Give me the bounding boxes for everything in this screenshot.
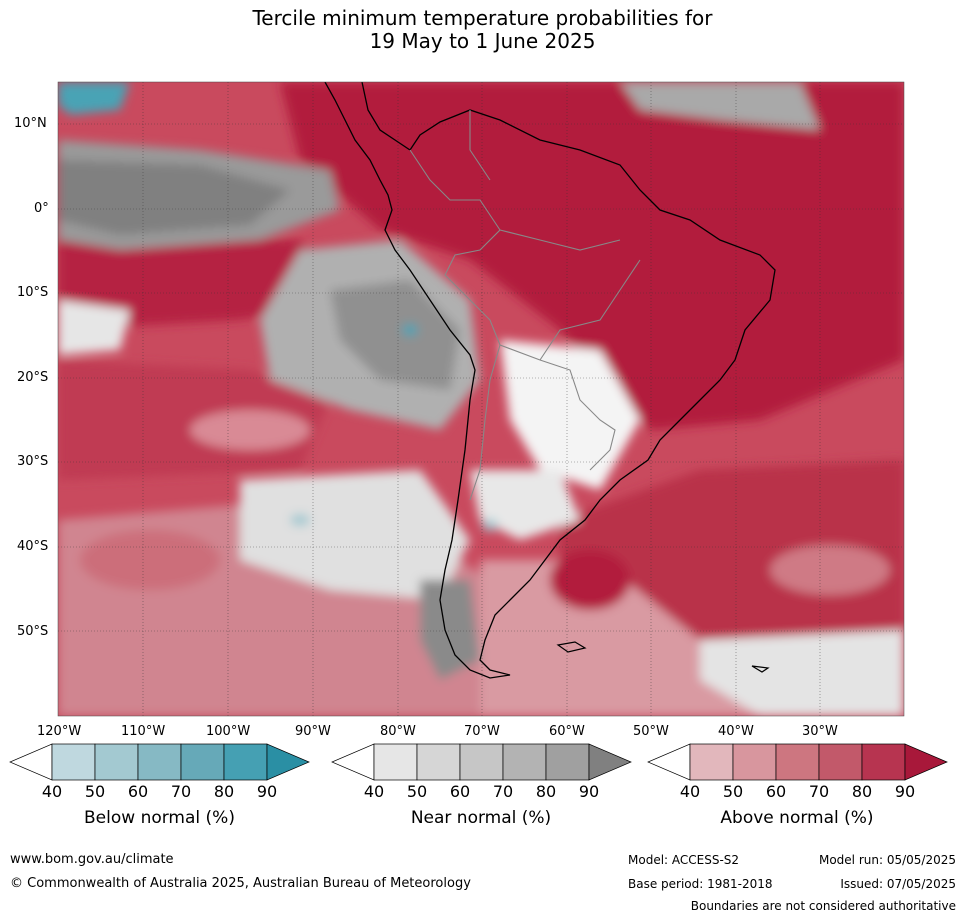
above-normal-title: Above normal (%) bbox=[720, 808, 874, 828]
footer-url[interactable]: www.bom.gov.au/climate bbox=[10, 852, 174, 867]
colorbar-legend bbox=[9, 743, 948, 781]
near-normal-title: Near normal (%) bbox=[410, 808, 552, 828]
colorbar-segment bbox=[545, 743, 590, 781]
colorbar-tick-label: 40 bbox=[41, 782, 63, 801]
country-borders bbox=[409, 110, 641, 501]
map-title-line1: Tercile minimum temperature probabilitie… bbox=[252, 6, 713, 30]
colorbar-tick-label: 70 bbox=[808, 782, 830, 801]
lat-label: 50°S bbox=[17, 624, 49, 639]
south-america-coastline bbox=[324, 82, 776, 679]
colorbar-tick-label: 70 bbox=[492, 782, 514, 801]
colorbar-extend-low bbox=[9, 743, 53, 781]
colorbar-segment bbox=[732, 743, 777, 781]
colorbar-extend-low bbox=[647, 743, 691, 781]
colorbar-tick-label: 40 bbox=[679, 782, 701, 801]
footer-model: Model: ACCESS-S2 bbox=[628, 853, 740, 867]
colorbar-segment bbox=[180, 743, 225, 781]
lon-label: 40°W bbox=[718, 724, 754, 739]
lon-label: 30°W bbox=[802, 724, 838, 739]
colorbar-segment bbox=[416, 743, 461, 781]
colorbar-extend-high bbox=[904, 743, 948, 781]
colorbar-segment bbox=[51, 743, 96, 781]
lon-label: 120°W bbox=[37, 724, 82, 739]
lon-label: 110°W bbox=[121, 724, 166, 739]
footer-base-period: Base period: 1981-2018 bbox=[628, 877, 773, 891]
falkland-islands bbox=[556, 641, 587, 653]
colorbar-segment bbox=[775, 743, 820, 781]
colorbar-segment bbox=[94, 743, 139, 781]
lat-label: 20°S bbox=[17, 370, 49, 385]
lat-label: 40°S bbox=[17, 539, 49, 554]
lat-label: 0° bbox=[34, 201, 49, 216]
colorbar-tick-label: 60 bbox=[449, 782, 471, 801]
colorbar-tick-label: 70 bbox=[170, 782, 192, 801]
colorbar-tick-label: 40 bbox=[363, 782, 385, 801]
lat-label: 10°S bbox=[17, 285, 49, 300]
colorbar-tick-label: 50 bbox=[84, 782, 106, 801]
footer-copyright: © Commonwealth of Australia 2025, Austra… bbox=[10, 876, 471, 891]
lon-label: 90°W bbox=[295, 724, 331, 739]
colorbar-tick-label: 90 bbox=[256, 782, 278, 801]
lat-label: 10°N bbox=[14, 116, 47, 131]
colorbar-tick-label: 80 bbox=[535, 782, 557, 801]
colorbar-segment bbox=[373, 743, 418, 781]
map-frame bbox=[57, 81, 905, 717]
lon-label: 80°W bbox=[380, 724, 416, 739]
map-title-line2: 19 May to 1 June 2025 bbox=[369, 29, 596, 53]
probability-field bbox=[58, 82, 904, 716]
colorbar-tick-label: 50 bbox=[406, 782, 428, 801]
lon-label: 60°W bbox=[549, 724, 585, 739]
colorbar-tick-label: 50 bbox=[722, 782, 744, 801]
colorbar-segment bbox=[223, 743, 268, 781]
colorbar-tick-label: 80 bbox=[213, 782, 235, 801]
colorbar-extend-high bbox=[266, 743, 310, 781]
colorbar-segment bbox=[502, 743, 547, 781]
lat-label: 30°S bbox=[17, 454, 49, 469]
colorbar-extend-low bbox=[331, 743, 375, 781]
colorbar-segment bbox=[459, 743, 504, 781]
colorbar-tick-label: 90 bbox=[578, 782, 600, 801]
colorbar-segment bbox=[861, 743, 906, 781]
graticule bbox=[58, 82, 904, 716]
below-normal-title: Below normal (%) bbox=[84, 808, 235, 828]
south-georgia bbox=[751, 665, 770, 673]
lon-label: 100°W bbox=[206, 724, 251, 739]
lon-label: 70°W bbox=[464, 724, 500, 739]
footer-issued: Issued: 07/05/2025 bbox=[840, 877, 956, 891]
colorbar-tick-label: 80 bbox=[851, 782, 873, 801]
colorbar-segment bbox=[689, 743, 734, 781]
lon-label: 50°W bbox=[633, 724, 669, 739]
colorbar-segment bbox=[137, 743, 182, 781]
colorbar-tick-label: 90 bbox=[894, 782, 916, 801]
colorbar-tick-label: 60 bbox=[127, 782, 149, 801]
colorbar-extend-high bbox=[588, 743, 632, 781]
footer-model-run: Model run: 05/05/2025 bbox=[818, 853, 956, 867]
colorbar-segment bbox=[818, 743, 863, 781]
colorbar-tick-label: 60 bbox=[765, 782, 787, 801]
footer-boundaries-note: Boundaries are not considered authoritat… bbox=[690, 899, 956, 913]
